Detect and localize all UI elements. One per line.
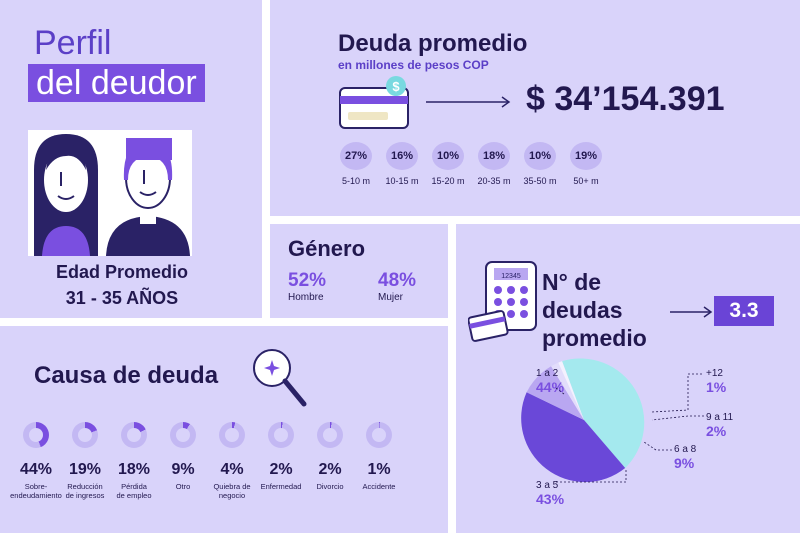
cause-donut (219, 422, 245, 448)
cause-percent: 44% (19, 461, 53, 478)
pie-leader-line (651, 373, 702, 413)
debt-range-label: 10-15 m (385, 176, 419, 186)
pie-slice (521, 392, 626, 483)
cause-title: Causa de deuda (34, 362, 219, 389)
pie-leader-line (651, 415, 704, 421)
pie-slice (526, 366, 584, 420)
people-illustration-icon (28, 130, 192, 256)
cause-label: Sobre- endeudamiento (10, 482, 62, 500)
pie-value-label: 1% (706, 379, 727, 395)
debt-range-percent: 10% (524, 142, 556, 170)
profile-panel: Perfil del deudor Edad Promedio 31 - 35 … (0, 0, 262, 318)
cause-label: Accidente (362, 482, 396, 491)
debt-range-label: 35-50 m (523, 176, 557, 186)
cause-donut (170, 422, 196, 448)
debt-range-percent: 10% (432, 142, 464, 170)
debt-title: Deuda promedio (338, 30, 528, 57)
cause-percent: 1% (367, 461, 391, 478)
debt-range-label: 20-35 m (477, 176, 511, 186)
debt-range-label: 15-20 m (431, 176, 465, 186)
debt-panel: Deuda promedio en millones de pesos COP … (270, 0, 800, 216)
calculator-display: 12345 (501, 273, 521, 280)
gender-panel: Género 52% Hombre 48% Mujer (270, 224, 448, 318)
pie-slice (558, 361, 584, 420)
pie-category-label: 9 a 11 (706, 412, 733, 423)
calculator-icon: 12345 (468, 261, 537, 342)
cause-donut (121, 422, 147, 448)
cause-label: Divorcio (316, 482, 344, 491)
average-debt-amount: $ 34’154.391 (526, 80, 725, 118)
cause-donut (366, 422, 392, 448)
debt-range-percent: 16% (386, 142, 418, 170)
cause-percent: 2% (269, 461, 293, 478)
debt-subtitle: en millones de pesos COP (338, 58, 489, 72)
cause-donut (72, 422, 98, 448)
debt-count-title-line2: promedio (542, 325, 647, 351)
debt-count-title-line1: N° de deudas (542, 269, 623, 323)
cause-label: Reducción de ingresos (65, 482, 105, 500)
cause-panel: Causa de deuda 44% Sobre- endeudamiento 19… (0, 326, 448, 533)
cause-percent: 4% (220, 461, 244, 478)
pie-category-label: 3 a 5 (536, 480, 559, 491)
magnifier-icon (253, 349, 307, 407)
debt-count-panel: 12345 N° de deudas promedio 3.3 1 a 2 44%… (456, 224, 800, 533)
arrow-right-icon (426, 96, 511, 108)
pie-leader-line (556, 470, 627, 483)
men-label: Hombre (288, 292, 324, 303)
pie-value-label: 9% (674, 455, 695, 471)
debt-range-label: 50+ m (573, 176, 599, 186)
arrow-right-icon (670, 306, 713, 318)
pie-category-label: +12 (706, 368, 723, 379)
gender-title: Género (288, 236, 366, 261)
debt-count-value: 3.3 (714, 296, 774, 326)
cause-label: Otro (175, 482, 191, 491)
credit-card-icon: $ (339, 76, 409, 129)
men-percent: 52% (288, 270, 327, 291)
cause-percent: 2% (318, 461, 342, 478)
pie-value-label: 44% (536, 379, 565, 395)
pie-leader-line (555, 387, 565, 395)
cause-donut (317, 422, 343, 448)
age-label: Edad Promedio (55, 262, 189, 282)
women-percent: 48% (378, 270, 417, 291)
cause-label: Enfermedad (260, 482, 302, 491)
cause-percent: 9% (171, 461, 195, 478)
pie-category-label: 6 a 8 (674, 444, 697, 455)
debt-range-percent: 19% (570, 142, 602, 170)
cause-donut (268, 422, 294, 448)
pie-slice (562, 358, 645, 469)
pie-leader-line (643, 441, 672, 451)
debt-range-label: 5-10 m (341, 176, 370, 186)
profile-title-line1: Perfil (34, 24, 112, 62)
pie-slice (551, 362, 584, 420)
age-value: 31 - 35 AÑOS (65, 288, 179, 308)
debt-range-percent: 27% (340, 142, 372, 170)
cause-donut (23, 422, 49, 448)
cause-label: Quiebra de negocio (213, 482, 251, 500)
profile-title-line2: del deudor (28, 64, 205, 102)
cause-label: Pérdida de empleo (116, 482, 152, 500)
cause-percent: 18% (117, 461, 151, 478)
cause-percent: 19% (68, 461, 102, 478)
pie-value-label: 2% (706, 423, 727, 439)
pie-category-label: 1 a 2 (536, 368, 559, 379)
debt-count-pie-chart: 1 a 244% 3 a 543% 6 a 89% 9 a 112% +121% (521, 358, 733, 507)
women-label: Mujer (378, 292, 404, 303)
debt-count-title: N° de deudas promedio (542, 268, 672, 352)
dollar-sign: $ (392, 79, 400, 94)
debt-range-percent: 18% (478, 142, 510, 170)
pie-value-label: 43% (536, 491, 565, 507)
